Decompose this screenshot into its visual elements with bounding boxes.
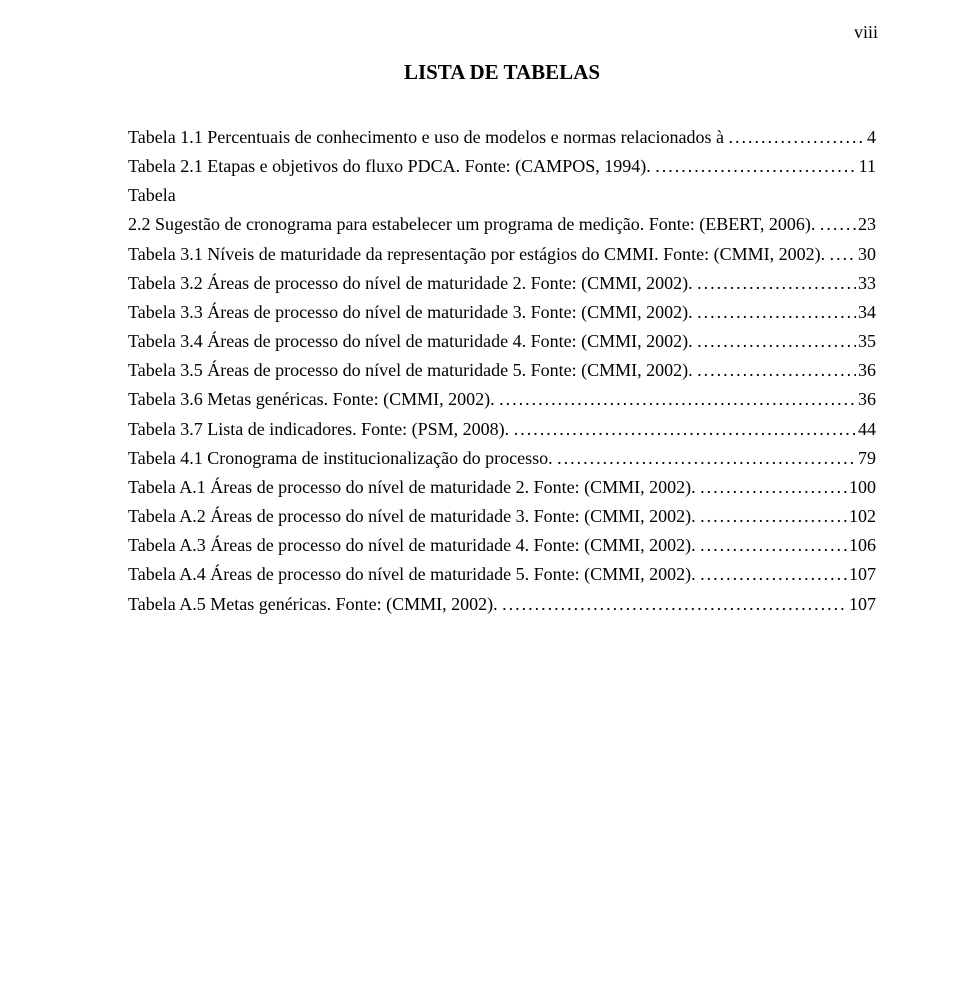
leader-dots-icon bbox=[514, 415, 856, 444]
leader-dots-icon bbox=[830, 240, 856, 269]
toc-entry: Tabela 4.1 Cronograma de institucionaliz… bbox=[128, 444, 876, 473]
toc-entry-text: Tabela A.4 Áreas de processo do nível de… bbox=[128, 560, 700, 589]
toc-entry-text: Tabela 3.4 Áreas de processo do nível de… bbox=[128, 327, 697, 356]
toc-entry-page: 36 bbox=[856, 356, 876, 385]
leader-dots-icon bbox=[499, 385, 856, 414]
toc-entry-page: 35 bbox=[856, 327, 876, 356]
toc-entry: Tabela A.3 Áreas de processo do nível de… bbox=[128, 531, 876, 560]
toc-entry: Tabela 1.1 Percentuais de conhecimento e… bbox=[128, 123, 876, 152]
toc-entry-lastline: Tabela 3.6 Metas genéricas. Fonte: (CMMI… bbox=[128, 385, 876, 414]
leader-dots-icon bbox=[700, 560, 847, 589]
leader-dots-icon bbox=[557, 444, 856, 473]
toc-entry: Tabela 3.1 Níveis de maturidade da repre… bbox=[128, 240, 876, 269]
toc-entry-lastline: Tabela A.1 Áreas de processo do nível de… bbox=[128, 473, 876, 502]
toc-entry-page: 107 bbox=[847, 560, 876, 589]
toc-entry-text: Tabela bbox=[128, 181, 876, 210]
toc-entry-page: 102 bbox=[847, 502, 876, 531]
toc-entry-lastline: Tabela A.4 Áreas de processo do nível de… bbox=[128, 560, 876, 589]
leader-dots-icon bbox=[700, 473, 847, 502]
leader-dots-icon bbox=[502, 590, 847, 619]
leader-dots-icon bbox=[697, 356, 856, 385]
toc-entry: Tabela 3.4 Áreas de processo do nível de… bbox=[128, 327, 876, 356]
toc-entry-page: 100 bbox=[847, 473, 876, 502]
toc-entry: Tabela A.1 Áreas de processo do nível de… bbox=[128, 473, 876, 502]
toc-entry-text: Tabela 3.3 Áreas de processo do nível de… bbox=[128, 298, 697, 327]
toc-entry-page: 30 bbox=[856, 240, 876, 269]
toc-entry-text: Tabela 3.6 Metas genéricas. Fonte: (CMMI… bbox=[128, 385, 499, 414]
toc-entry-page: 36 bbox=[856, 385, 876, 414]
leader-dots-icon bbox=[700, 502, 847, 531]
toc-entry-page: 44 bbox=[856, 415, 876, 444]
leader-dots-icon bbox=[697, 298, 856, 327]
toc-entry: Tabela A.2 Áreas de processo do nível de… bbox=[128, 502, 876, 531]
toc-entry-text: Tabela A.3 Áreas de processo do nível de… bbox=[128, 531, 700, 560]
content-area: LISTA DE TABELAS Tabela 1.1 Percentuais … bbox=[128, 60, 876, 619]
toc-entry-text: Tabela A.2 Áreas de processo do nível de… bbox=[128, 502, 700, 531]
toc-entry-lastline: Tabela 3.3 Áreas de processo do nível de… bbox=[128, 298, 876, 327]
toc-entry-text: Tabela A.5 Metas genéricas. Fonte: (CMMI… bbox=[128, 590, 502, 619]
toc-entry-page: 11 bbox=[857, 152, 876, 181]
table-of-contents: Tabela 1.1 Percentuais de conhecimento e… bbox=[128, 123, 876, 619]
toc-entry-page: 33 bbox=[856, 269, 876, 298]
leader-dots-icon bbox=[697, 327, 856, 356]
page-title: LISTA DE TABELAS bbox=[128, 60, 876, 85]
toc-entry: Tabela 3.6 Metas genéricas. Fonte: (CMMI… bbox=[128, 385, 876, 414]
toc-entry-text: Tabela 3.7 Lista de indicadores. Fonte: … bbox=[128, 415, 514, 444]
leader-dots-icon bbox=[697, 269, 856, 298]
toc-entry: Tabela A.5 Metas genéricas. Fonte: (CMMI… bbox=[128, 590, 876, 619]
toc-entry-text: Tabela 1.1 Percentuais de conhecimento e… bbox=[128, 123, 729, 152]
toc-entry: Tabela2.2 Sugestão de cronograma para es… bbox=[128, 181, 876, 239]
toc-entry: Tabela 3.3 Áreas de processo do nível de… bbox=[128, 298, 876, 327]
toc-entry-lastline: Tabela 3.2 Áreas de processo do nível de… bbox=[128, 269, 876, 298]
document-page: viii LISTA DE TABELAS Tabela 1.1 Percent… bbox=[0, 0, 960, 1005]
toc-entry: Tabela 3.2 Áreas de processo do nível de… bbox=[128, 269, 876, 298]
leader-dots-icon bbox=[700, 531, 847, 560]
toc-entry-page: 106 bbox=[847, 531, 876, 560]
toc-entry-page: 23 bbox=[856, 210, 876, 239]
toc-entry: Tabela 3.5 Áreas de processo do nível de… bbox=[128, 356, 876, 385]
page-number: viii bbox=[854, 22, 878, 43]
toc-entry-page: 107 bbox=[847, 590, 876, 619]
toc-entry-page: 34 bbox=[856, 298, 876, 327]
leader-dots-icon bbox=[655, 152, 856, 181]
leader-dots-icon bbox=[729, 123, 865, 152]
toc-entry-lastline: Tabela 3.4 Áreas de processo do nível de… bbox=[128, 327, 876, 356]
toc-entry-text: Tabela 4.1 Cronograma de institucionaliz… bbox=[128, 444, 557, 473]
toc-entry-text-tail: 2.2 Sugestão de cronograma para estabele… bbox=[128, 210, 820, 239]
toc-entry: Tabela 3.7 Lista de indicadores. Fonte: … bbox=[128, 415, 876, 444]
toc-entry-text: Tabela 2.1 Etapas e objetivos do fluxo P… bbox=[128, 152, 655, 181]
toc-entry-text: Tabela 3.1 Níveis de maturidade da repre… bbox=[128, 240, 830, 269]
toc-entry-lastline: Tabela A.3 Áreas de processo do nível de… bbox=[128, 531, 876, 560]
toc-entry-lastline: Tabela A.5 Metas genéricas. Fonte: (CMMI… bbox=[128, 590, 876, 619]
toc-entry-text: Tabela 3.5 Áreas de processo do nível de… bbox=[128, 356, 697, 385]
toc-entry-lastline: Tabela 2.1 Etapas e objetivos do fluxo P… bbox=[128, 152, 876, 181]
toc-entry-lastline: Tabela 3.5 Áreas de processo do nível de… bbox=[128, 356, 876, 385]
toc-entry-lastline: Tabela 3.7 Lista de indicadores. Fonte: … bbox=[128, 415, 876, 444]
toc-entry-text: Tabela 3.2 Áreas de processo do nível de… bbox=[128, 269, 697, 298]
toc-entry-lastline: Tabela A.2 Áreas de processo do nível de… bbox=[128, 502, 876, 531]
toc-entry-lastline: Tabela 3.1 Níveis de maturidade da repre… bbox=[128, 240, 876, 269]
leader-dots-icon bbox=[820, 210, 856, 239]
toc-entry: Tabela A.4 Áreas de processo do nível de… bbox=[128, 560, 876, 589]
toc-entry: Tabela 2.1 Etapas e objetivos do fluxo P… bbox=[128, 152, 876, 181]
toc-entry-lastline: 2.2 Sugestão de cronograma para estabele… bbox=[128, 210, 876, 239]
toc-entry-lastline: Tabela 1.1 Percentuais de conhecimento e… bbox=[128, 123, 876, 152]
toc-entry-text: Tabela A.1 Áreas de processo do nível de… bbox=[128, 473, 700, 502]
toc-entry-lastline: Tabela 4.1 Cronograma de institucionaliz… bbox=[128, 444, 876, 473]
toc-entry-page: 79 bbox=[856, 444, 876, 473]
toc-entry-page: 4 bbox=[865, 123, 876, 152]
